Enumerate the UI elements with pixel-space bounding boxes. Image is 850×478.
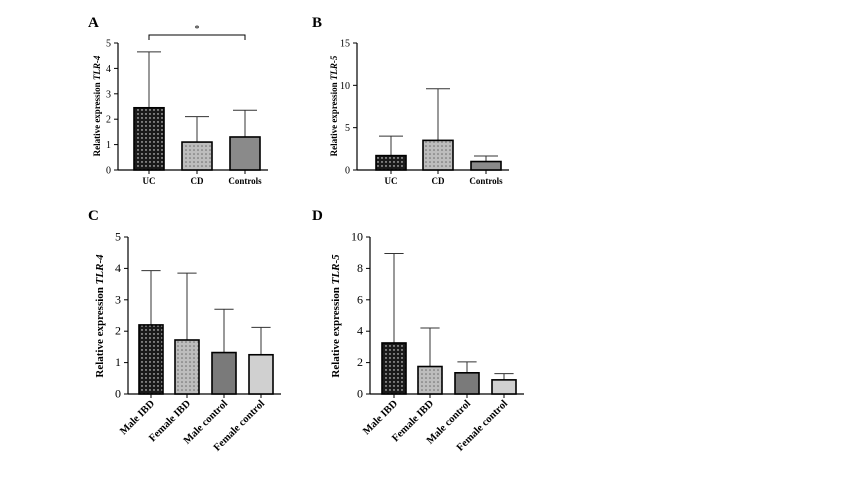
- panel-letter: D: [312, 208, 323, 224]
- bar: [181, 141, 213, 171]
- category-label: Controls: [228, 176, 262, 186]
- y-tick-label: 10: [340, 81, 350, 92]
- y-tick-label: 1: [106, 140, 111, 151]
- y-tick-label: 3: [106, 89, 111, 100]
- bar: [375, 154, 407, 171]
- y-tick-label: 8: [357, 261, 363, 275]
- significance-bracket: [148, 34, 246, 40]
- y-tick-label: 0: [357, 387, 363, 401]
- panel-letter: A: [88, 15, 99, 31]
- panel-letter: C: [88, 208, 99, 224]
- bar: [138, 324, 164, 395]
- panel-b: B 0 5 10 15 UC CD Controls Relative expression T…: [312, 15, 509, 186]
- bar: [491, 379, 517, 395]
- y-tick-label: 4: [357, 324, 363, 338]
- y-axis-label: Relative expression TLR-5: [330, 254, 342, 378]
- y-tick-label: 5: [115, 230, 121, 244]
- y-tick-label: 0: [106, 166, 111, 177]
- panel-a: A 0 1 2 3 4 5 UC CD Controls Relative expression T…: [88, 15, 268, 186]
- y-tick-label: 2: [115, 324, 121, 338]
- bar: [470, 160, 502, 171]
- y-axis-label: Relative expression TLR-4: [94, 254, 106, 378]
- y-tick-label: 6: [357, 292, 363, 306]
- y-tick-label: 1: [115, 355, 121, 369]
- y-axis-label: Relative expression TLR-5: [329, 55, 339, 156]
- bar: [211, 351, 237, 395]
- bar: [248, 353, 274, 395]
- category-label: CD: [432, 176, 445, 186]
- y-tick-label: 4: [115, 261, 121, 275]
- y-tick-label: 0: [345, 166, 350, 177]
- y-tick-label: 15: [340, 39, 350, 50]
- bar: [229, 136, 261, 171]
- category-label: UC: [143, 176, 156, 186]
- y-tick-label: 0: [115, 387, 121, 401]
- category-label: UC: [385, 176, 398, 186]
- y-tick-label: 10: [351, 230, 363, 244]
- bar: [381, 342, 407, 395]
- y-tick-label: 4: [106, 64, 111, 75]
- panel-letter: B: [312, 15, 322, 31]
- category-label: Controls: [469, 176, 503, 186]
- bar: [422, 139, 454, 171]
- y-tick-label: 3: [115, 292, 121, 306]
- y-axis-label: Relative expression TLR-4: [92, 55, 102, 156]
- significance-label: *: [195, 24, 200, 35]
- y-tick-label: 2: [357, 355, 363, 369]
- bar: [133, 106, 165, 171]
- bar: [417, 365, 443, 395]
- bar: [174, 339, 200, 395]
- y-tick-label: 5: [106, 39, 111, 50]
- bar: [454, 372, 480, 395]
- y-tick-label: 5: [345, 123, 350, 134]
- category-label: CD: [191, 176, 204, 186]
- y-tick-label: 2: [106, 115, 111, 126]
